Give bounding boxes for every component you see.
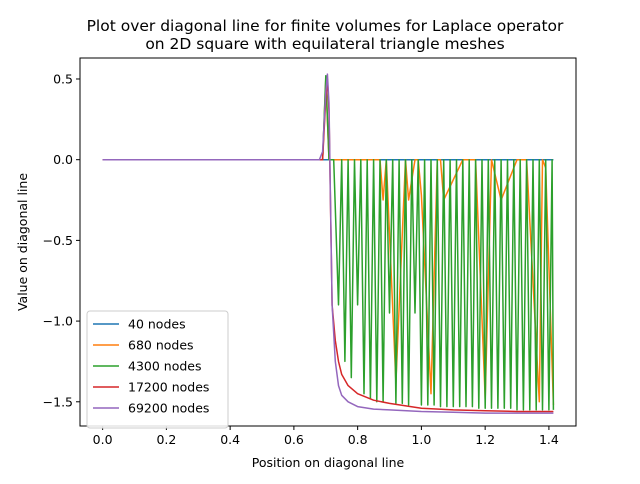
- x-axis-ticks: 0.0 0.2 0.4 0.6 0.8 1.0 1.2 1.4: [93, 426, 559, 447]
- y-tick-label: −1.0: [43, 314, 73, 329]
- y-tick-label: −1.5: [43, 394, 73, 409]
- legend-box: [86, 310, 229, 429]
- chart-title-line-2: on 2D square with equilateral triangle m…: [145, 35, 504, 53]
- x-axis-label: Position on diagonal line: [252, 455, 405, 470]
- x-tick-label: 0.2: [156, 432, 176, 447]
- x-tick-label: 0.6: [284, 432, 304, 447]
- y-tick-label: 0.5: [53, 71, 73, 86]
- x-tick-label: 1.0: [411, 432, 431, 447]
- plot-frame: [79, 57, 577, 427]
- series-line-69200-nodes: [102, 73, 554, 414]
- series-line-4300-nodes: [102, 75, 555, 411]
- x-tick-label: 0.8: [348, 432, 368, 447]
- legend: 40 nodes 680 nodes 4300 nodes 17200 nodes 69…: [86, 310, 229, 429]
- x-tick-label: 0.0: [93, 432, 113, 447]
- chart-title-line-1: Plot over diagonal line for finite volum…: [87, 17, 564, 35]
- x-tick-label: 1.4: [539, 432, 559, 447]
- legend-label-40-nodes: 40 nodes: [128, 317, 186, 332]
- series-layer: [102, 73, 555, 414]
- chart-title: Plot over diagonal line for finite volum…: [87, 17, 564, 53]
- legend-label-680-nodes: 680 nodes: [128, 338, 194, 353]
- legend-label-4300-nodes: 4300 nodes: [128, 359, 202, 374]
- legend-label-17200-nodes: 17200 nodes: [128, 380, 209, 395]
- y-axis-ticks: 0.5 0.0 −0.5 −1.0 −1.5: [43, 71, 80, 409]
- legend-label-69200-nodes: 69200 nodes: [128, 401, 209, 416]
- x-tick-label: 1.2: [475, 432, 495, 447]
- y-axis-label: Value on diagonal line: [15, 173, 30, 311]
- x-tick-label: 0.4: [220, 432, 240, 447]
- y-tick-label: 0.0: [53, 152, 73, 167]
- y-tick-label: −0.5: [43, 233, 73, 248]
